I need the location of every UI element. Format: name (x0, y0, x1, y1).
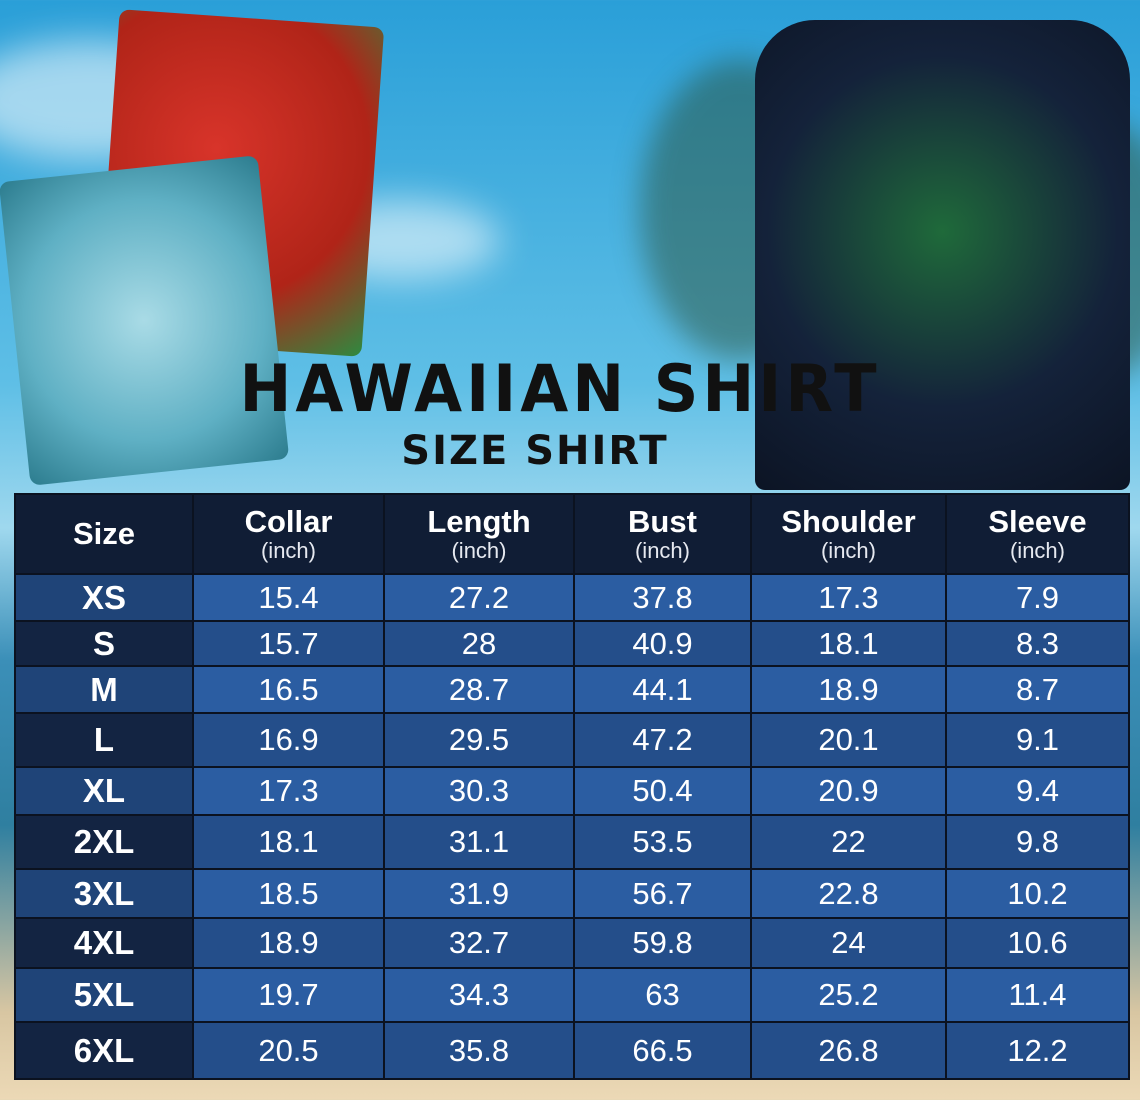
cell-bust: 37.8 (573, 573, 752, 622)
cell-shoulder: 26.8 (750, 1021, 947, 1080)
cell-shoulder: 22.8 (750, 868, 947, 919)
cell-size: 5XL (14, 967, 194, 1023)
cell-length: 27.2 (383, 573, 575, 622)
cell-shoulder: 25.2 (750, 967, 947, 1023)
table-row: S 15.7 28 40.9 18.1 8.3 (14, 620, 1130, 667)
cell-shoulder: 20.1 (750, 712, 947, 768)
cell-bust: 50.4 (573, 766, 752, 816)
table-row: 6XL 20.5 35.8 66.5 26.8 12.2 (14, 1021, 1130, 1080)
table-header-row: Size Collar (inch) Length (inch) Bust (inch… (14, 493, 1130, 575)
cell-bust: 44.1 (573, 665, 752, 714)
header-label: Collar (244, 504, 333, 540)
cell-shoulder: 18.1 (750, 620, 947, 667)
cell-length: 28.7 (383, 665, 575, 714)
cell-collar: 16.5 (192, 665, 385, 714)
size-chart-table: Size Collar (inch) Length (inch) Bust (inch… (14, 493, 1130, 1080)
header-unit: (inch) (451, 537, 507, 563)
cell-collar: 18.1 (192, 814, 385, 870)
cell-size: S (14, 620, 194, 667)
cell-shoulder: 24 (750, 917, 947, 969)
cell-shoulder: 20.9 (750, 766, 947, 816)
cell-bust: 63 (573, 967, 752, 1023)
cell-bust: 59.8 (573, 917, 752, 969)
table-row: 2XL 18.1 31.1 53.5 22 9.8 (14, 814, 1130, 870)
cell-size: XL (14, 766, 194, 816)
cell-size: 3XL (14, 868, 194, 919)
header-label: Bust (628, 504, 697, 540)
header-label: Sleeve (988, 504, 1087, 540)
header-length: Length (inch) (383, 493, 575, 575)
cell-length: 29.5 (383, 712, 575, 768)
cell-length: 34.3 (383, 967, 575, 1023)
cell-collar: 18.5 (192, 868, 385, 919)
cell-size: 2XL (14, 814, 194, 870)
cell-size: 6XL (14, 1021, 194, 1080)
table-row: XL 17.3 30.3 50.4 20.9 9.4 (14, 766, 1130, 816)
header-bust: Bust (inch) (573, 493, 752, 575)
header-unit: (inch) (260, 537, 316, 563)
cell-bust: 56.7 (573, 868, 752, 919)
model-flamingo-shirt-image (755, 20, 1130, 490)
header-label: Shoulder (781, 504, 916, 540)
cell-size: M (14, 665, 194, 714)
page-subtitle: SIZE SHIRT (401, 428, 669, 474)
header-collar: Collar (inch) (192, 493, 385, 575)
cell-bust: 47.2 (573, 712, 752, 768)
cell-sleeve: 9.8 (945, 814, 1130, 870)
cell-collar: 19.7 (192, 967, 385, 1023)
cell-sleeve: 10.2 (945, 868, 1130, 919)
cell-sleeve: 9.1 (945, 712, 1130, 768)
cell-shoulder: 18.9 (750, 665, 947, 714)
cell-length: 35.8 (383, 1021, 575, 1080)
cell-bust: 53.5 (573, 814, 752, 870)
cell-bust: 66.5 (573, 1021, 752, 1080)
cell-shoulder: 17.3 (750, 573, 947, 622)
cell-collar: 20.5 (192, 1021, 385, 1080)
page-title: HAWAIIAN SHIRT (239, 350, 881, 427)
cell-collar: 18.9 (192, 917, 385, 969)
cell-collar: 15.4 (192, 573, 385, 622)
table-row: XS 15.4 27.2 37.8 17.3 7.9 (14, 573, 1130, 622)
cell-length: 32.7 (383, 917, 575, 969)
cell-size: 4XL (14, 917, 194, 969)
header-size: Size (14, 493, 194, 575)
cell-sleeve: 12.2 (945, 1021, 1130, 1080)
cell-collar: 17.3 (192, 766, 385, 816)
cell-bust: 40.9 (573, 620, 752, 667)
cell-length: 31.9 (383, 868, 575, 919)
cell-length: 30.3 (383, 766, 575, 816)
table-row: M 16.5 28.7 44.1 18.9 8.7 (14, 665, 1130, 714)
cell-sleeve: 8.7 (945, 665, 1130, 714)
table-row: 5XL 19.7 34.3 63 25.2 11.4 (14, 967, 1130, 1023)
header-unit: (inch) (820, 537, 876, 563)
header-unit: (inch) (1009, 537, 1065, 563)
cell-collar: 16.9 (192, 712, 385, 768)
cell-length: 28 (383, 620, 575, 667)
header-label: Length (427, 504, 531, 540)
cell-collar: 15.7 (192, 620, 385, 667)
table-row: L 16.9 29.5 47.2 20.1 9.1 (14, 712, 1130, 768)
header-shoulder: Shoulder (inch) (750, 493, 947, 575)
header-label: Size (72, 515, 136, 551)
cell-sleeve: 9.4 (945, 766, 1130, 816)
cell-size: L (14, 712, 194, 768)
cell-sleeve: 8.3 (945, 620, 1130, 667)
cell-sleeve: 10.6 (945, 917, 1130, 969)
cell-size: XS (14, 573, 194, 622)
table-row: 4XL 18.9 32.7 59.8 24 10.6 (14, 917, 1130, 969)
cell-sleeve: 11.4 (945, 967, 1130, 1023)
cell-length: 31.1 (383, 814, 575, 870)
header-sleeve: Sleeve (inch) (945, 493, 1130, 575)
cell-sleeve: 7.9 (945, 573, 1130, 622)
cell-shoulder: 22 (750, 814, 947, 870)
header-unit: (inch) (634, 537, 690, 563)
table-row: 3XL 18.5 31.9 56.7 22.8 10.2 (14, 868, 1130, 919)
